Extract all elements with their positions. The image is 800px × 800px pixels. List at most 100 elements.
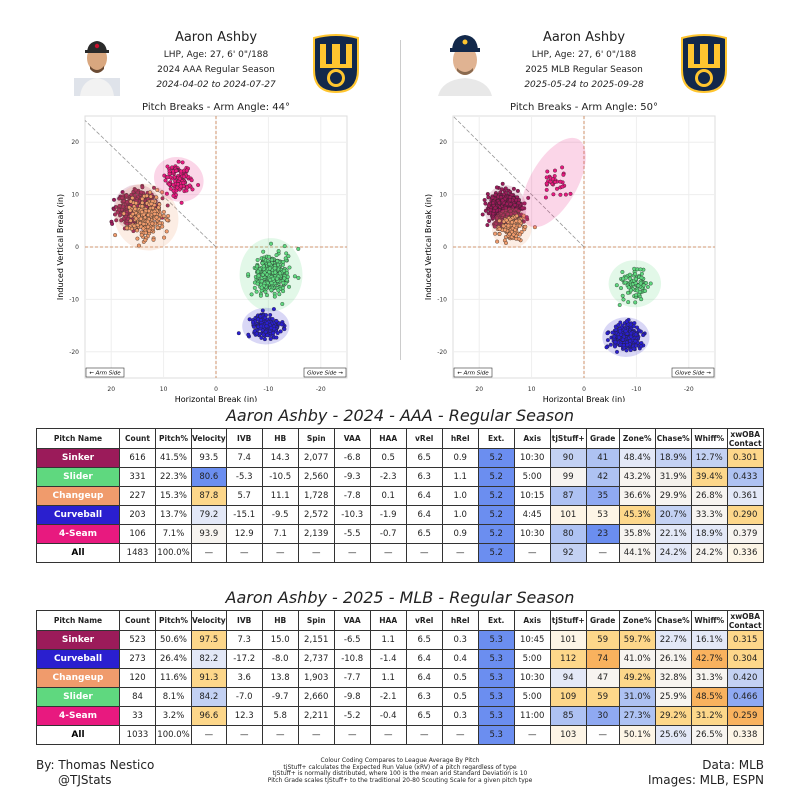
pitch-point bbox=[500, 181, 505, 186]
pitch-point bbox=[130, 212, 135, 217]
stat-cell: 0.304 bbox=[726, 649, 764, 669]
header-divider bbox=[400, 40, 401, 360]
pitch-point bbox=[267, 270, 272, 275]
stat-cell: 93.5 bbox=[191, 448, 227, 468]
player-name-left: Aaron Ashby bbox=[174, 30, 258, 45]
stat-cell: -5.5 bbox=[333, 524, 371, 544]
pitch-point bbox=[161, 213, 166, 218]
pitch-point bbox=[628, 334, 633, 339]
stat-cell: 26.5% bbox=[690, 725, 728, 745]
pitch-point bbox=[623, 280, 628, 285]
table-row: 4-Seam 106 7.1% 93.9 12.9 7.1 2,139 -5.5 -0.7 6.5… bbox=[36, 524, 764, 544]
pitch-point bbox=[151, 226, 156, 231]
glove-side-text: Glove Side → bbox=[675, 371, 711, 377]
stat-cell: 6.5 bbox=[405, 706, 443, 726]
arm-angle-line bbox=[452, 115, 585, 248]
table-title-2024: Aaron Ashby - 2024 - AAA - Regular Seaso… bbox=[225, 406, 575, 425]
pitch-break-plot-left: 20 10 0 -10 -20 20 10 0 -10 -20 ← Arm Side Glove Si… bbox=[56, 115, 348, 402]
stat-cell: 26.4% bbox=[155, 649, 192, 669]
stat-cell: 11.1 bbox=[261, 486, 299, 506]
pitch-point bbox=[278, 329, 283, 334]
pitch-point bbox=[252, 285, 257, 290]
pitch-point bbox=[265, 293, 269, 298]
pitch-point bbox=[148, 194, 153, 199]
pitch-point bbox=[161, 209, 166, 214]
stat-cell: 29.2% bbox=[654, 706, 692, 726]
y-axis-label: Induced Vertical Break (in) bbox=[424, 194, 433, 300]
pitch-point bbox=[639, 271, 644, 276]
pitch-point bbox=[154, 215, 159, 220]
stat-cell: 6.5 bbox=[405, 630, 443, 650]
stat-cell: — bbox=[225, 543, 263, 563]
pitch-point bbox=[632, 321, 637, 326]
pitch-point bbox=[121, 211, 126, 216]
pitch-point bbox=[267, 254, 271, 259]
column-header: vRel bbox=[405, 610, 443, 631]
pitch-point bbox=[256, 273, 261, 278]
y-tick-label: 20 bbox=[439, 139, 447, 146]
pitch-point bbox=[118, 213, 122, 218]
pitch-point bbox=[628, 322, 633, 327]
pitch-point bbox=[285, 274, 290, 279]
pitch-point bbox=[165, 218, 170, 223]
pitch-point bbox=[633, 339, 638, 344]
pitch-point bbox=[491, 208, 496, 213]
pitch-point bbox=[261, 332, 266, 337]
stat-cell: — bbox=[261, 543, 299, 563]
pitch-point bbox=[553, 168, 557, 173]
column-header: Pitch% bbox=[155, 428, 192, 449]
pitch-point bbox=[272, 266, 277, 271]
pitch-point bbox=[259, 335, 264, 340]
season-left: 2024 AAA Regular Season bbox=[157, 65, 275, 75]
pitch-point bbox=[605, 338, 610, 343]
pitch-point bbox=[167, 182, 172, 187]
stat-cell: 18.9% bbox=[654, 448, 692, 468]
stat-cell: 0.361 bbox=[726, 486, 764, 506]
pitch-point bbox=[628, 276, 633, 281]
pitch-point bbox=[146, 208, 151, 213]
stat-cell: -10.3 bbox=[333, 505, 371, 525]
stat-cell: 0.433 bbox=[726, 467, 764, 487]
stat-cell: 45.3% bbox=[618, 505, 656, 525]
pitch-point bbox=[486, 203, 491, 208]
stat-cell: — bbox=[333, 725, 371, 745]
stat-cell: 31.9% bbox=[654, 467, 692, 487]
stat-cell: 41.0% bbox=[618, 649, 656, 669]
column-header: Whiff% bbox=[690, 610, 728, 631]
x-tick-label: 0 bbox=[582, 386, 586, 393]
column-header: hRel bbox=[441, 610, 479, 631]
date-range-right: 2025-05-24 to 2025-09-28 bbox=[524, 80, 644, 90]
stat-cell: — bbox=[191, 543, 227, 563]
stat-cell: 50.6% bbox=[155, 630, 192, 650]
pitch-point bbox=[520, 206, 525, 210]
stat-cell: 44.1% bbox=[618, 543, 656, 563]
stat-cell: 5.3 bbox=[477, 649, 515, 669]
stat-cell: 10:30 bbox=[513, 668, 551, 688]
player-name-right: Aaron Ashby bbox=[542, 30, 626, 45]
pitch-point bbox=[181, 174, 186, 179]
pitch-point bbox=[268, 337, 273, 341]
pitch-point bbox=[636, 328, 641, 333]
table-row: Slider 331 22.3% 80.6 -5.3 -10.5 2,560 -9.3 -2.3… bbox=[36, 467, 764, 487]
stat-cell: 5:00 bbox=[513, 687, 551, 707]
pitch-point bbox=[507, 232, 512, 237]
pitch-point bbox=[633, 332, 638, 337]
stat-cell: 0.315 bbox=[726, 630, 764, 650]
stat-cell: 273 bbox=[119, 649, 156, 669]
stat-cell: 5:00 bbox=[513, 467, 551, 487]
pitch-point bbox=[152, 211, 157, 216]
column-header: Spin bbox=[297, 428, 335, 449]
y-tick-label: -10 bbox=[437, 296, 447, 303]
pitch-point bbox=[134, 201, 138, 206]
pitch-point bbox=[177, 176, 182, 181]
stat-cell: 31.3% bbox=[690, 668, 728, 688]
stat-cell: 49.2% bbox=[618, 668, 656, 688]
pitch-point bbox=[269, 326, 274, 331]
pitch-point bbox=[179, 169, 184, 174]
author-credit: By: Thomas Nestico bbox=[36, 758, 155, 772]
pitch-point bbox=[273, 270, 278, 275]
stat-cell: 31.2% bbox=[690, 706, 728, 726]
stat-cell: 1,903 bbox=[297, 668, 335, 688]
pitch-point bbox=[264, 324, 269, 329]
pitch-point bbox=[168, 186, 173, 191]
